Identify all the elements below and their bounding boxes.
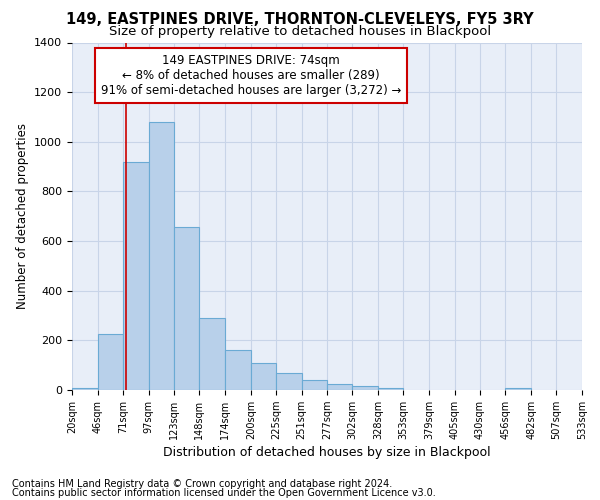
Bar <box>199 318 225 390</box>
Y-axis label: Number of detached properties: Number of detached properties <box>16 123 29 309</box>
Bar <box>98 334 123 390</box>
Bar <box>378 388 403 390</box>
X-axis label: Distribution of detached houses by size in Blackpool: Distribution of detached houses by size … <box>163 446 491 459</box>
Bar <box>276 372 302 390</box>
Text: Contains HM Land Registry data © Crown copyright and database right 2024.: Contains HM Land Registry data © Crown c… <box>12 479 392 489</box>
Bar <box>149 122 175 390</box>
Bar <box>251 362 276 390</box>
Bar <box>302 380 328 390</box>
Bar <box>328 384 352 390</box>
Bar <box>175 228 199 390</box>
Bar <box>352 386 378 390</box>
Bar <box>123 162 149 390</box>
Text: Size of property relative to detached houses in Blackpool: Size of property relative to detached ho… <box>109 25 491 38</box>
Text: 149 EASTPINES DRIVE: 74sqm
← 8% of detached houses are smaller (289)
91% of semi: 149 EASTPINES DRIVE: 74sqm ← 8% of detac… <box>101 54 401 96</box>
Bar <box>505 388 531 390</box>
Bar <box>225 350 251 390</box>
Bar <box>72 388 98 390</box>
Text: 149, EASTPINES DRIVE, THORNTON-CLEVELEYS, FY5 3RY: 149, EASTPINES DRIVE, THORNTON-CLEVELEYS… <box>66 12 534 28</box>
Text: Contains public sector information licensed under the Open Government Licence v3: Contains public sector information licen… <box>12 488 436 498</box>
